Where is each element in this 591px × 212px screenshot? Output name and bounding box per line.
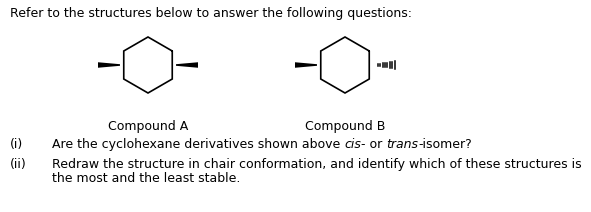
Text: - or: - or — [361, 138, 387, 151]
Text: Compound B: Compound B — [305, 120, 385, 133]
Text: cis: cis — [344, 138, 361, 151]
Text: Compound A: Compound A — [108, 120, 188, 133]
Text: the most and the least stable.: the most and the least stable. — [52, 172, 241, 185]
Text: Refer to the structures below to answer the following questions:: Refer to the structures below to answer … — [10, 7, 412, 20]
Polygon shape — [176, 62, 198, 68]
Polygon shape — [98, 62, 120, 68]
Text: -isomer?: -isomer? — [418, 138, 472, 151]
Text: trans: trans — [387, 138, 418, 151]
Text: Redraw the structure in chair conformation, and identify which of these structur: Redraw the structure in chair conformati… — [52, 158, 582, 171]
Text: Are the cyclohexane derivatives shown above: Are the cyclohexane derivatives shown ab… — [52, 138, 344, 151]
Text: (i): (i) — [10, 138, 23, 151]
Text: (ii): (ii) — [10, 158, 27, 171]
Polygon shape — [295, 62, 317, 68]
